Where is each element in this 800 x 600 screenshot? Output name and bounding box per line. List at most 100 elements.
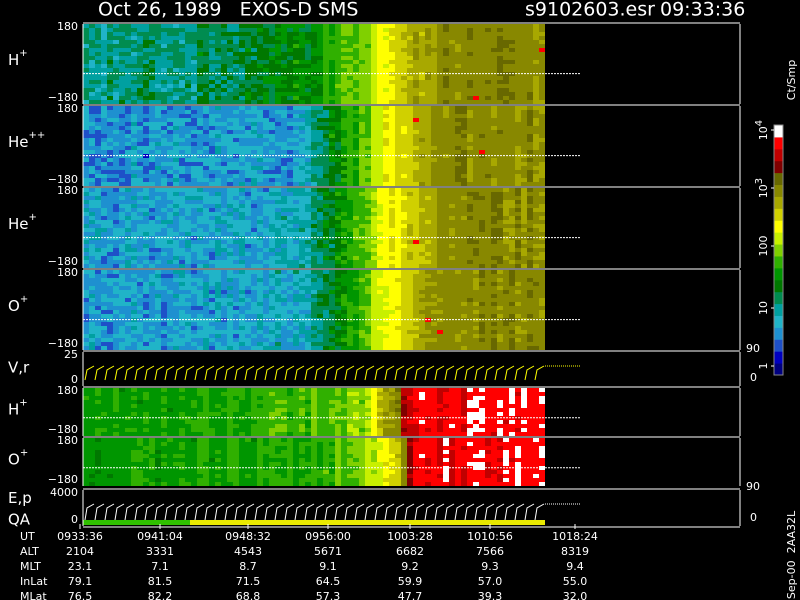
spectrogram-cell (173, 24, 179, 28)
spectrogram-cell (395, 76, 401, 80)
spectrogram-cell (263, 100, 269, 104)
spectrogram-cell (335, 240, 341, 244)
spectrogram-cell (311, 68, 317, 72)
spectrogram-cell (491, 110, 497, 114)
spectrogram-cell (539, 44, 545, 48)
spectrogram-cell (299, 244, 305, 248)
spectrogram-cell (539, 88, 545, 92)
spectrogram-cell (83, 166, 89, 170)
spectrogram-cell (437, 220, 443, 224)
spectrogram-cell (179, 224, 185, 228)
spectrogram-cell (431, 208, 437, 212)
spectrogram-cell (173, 270, 179, 274)
spectrogram-cell (329, 200, 335, 204)
spectrogram-cell (239, 56, 245, 60)
spectrogram-cell (197, 208, 203, 212)
spectrogram-cell (125, 142, 131, 146)
spectrogram-cell (89, 142, 95, 146)
spectrogram-cell (125, 84, 131, 88)
spectrogram-cell (119, 228, 125, 232)
spectrogram-cell (461, 150, 467, 154)
spectrogram-cell (89, 302, 95, 306)
spectrogram-cell (341, 208, 347, 212)
spectrogram-cell (113, 188, 119, 192)
spectrogram-cell (275, 130, 281, 134)
spectrogram-cell (461, 122, 467, 126)
spectrogram-cell (287, 146, 293, 150)
spectrogram-cell (263, 64, 269, 68)
spectrogram-cell (455, 24, 461, 28)
spectrogram-cell (503, 150, 509, 154)
spectrogram-cell (161, 322, 167, 326)
spectrogram-cell (389, 200, 395, 204)
spectrogram-cell (479, 150, 485, 154)
spectrogram-cell (413, 158, 419, 162)
spectrogram-cell (359, 138, 365, 142)
spectrogram-cell (125, 290, 131, 294)
spectrogram-cell (83, 162, 89, 166)
spectrogram-cell (515, 192, 521, 196)
spectrogram-cell (167, 114, 173, 118)
spectrogram-cell (401, 88, 407, 92)
spectrogram-cell (521, 84, 527, 88)
spectrogram-cell (383, 188, 389, 192)
spectrogram-cell (239, 138, 245, 142)
spectrogram-cell (437, 256, 443, 260)
spectrogram-cell (119, 302, 125, 306)
spectrogram-cell (437, 196, 443, 200)
spectrogram-cell (371, 252, 377, 256)
spectrogram-cell (413, 146, 419, 150)
spectrogram-cell (257, 162, 263, 166)
spectrogram-cell (203, 170, 209, 174)
spectrogram-cell (101, 204, 107, 208)
spectrogram-cell (107, 220, 113, 224)
spectrogram-cell (161, 114, 167, 118)
spectrogram-cell (137, 228, 143, 232)
spectrogram-cell (179, 96, 185, 100)
spectrogram-cell (497, 204, 503, 208)
spectrogram-cell (95, 174, 101, 178)
spectrogram-cell (161, 200, 167, 204)
spectrogram-cell (521, 64, 527, 68)
spectrogram-cell (533, 228, 539, 232)
spectrogram-cell (89, 322, 95, 326)
spectrogram-cell (299, 216, 305, 220)
spectrogram-cell (257, 232, 263, 236)
spectrogram-cell (239, 166, 245, 170)
spectrogram-cell (389, 110, 395, 114)
spectrogram-cell (167, 346, 173, 350)
spectrogram-cell (161, 64, 167, 68)
spectrogram-cell (449, 142, 455, 146)
spectrogram-cell (479, 138, 485, 142)
spectrogram-cell (515, 170, 521, 174)
spectrogram-cell (341, 212, 347, 216)
spectrogram-cell (443, 130, 449, 134)
spectrogram-cell (221, 166, 227, 170)
spectrogram-cell (179, 32, 185, 36)
spectrogram-cell (83, 118, 89, 122)
spectrogram-cell (527, 118, 533, 122)
spectrogram-cell (383, 110, 389, 114)
spectrogram-cell (287, 118, 293, 122)
spectrogram-cell (335, 188, 341, 192)
spectrogram-cell (155, 342, 161, 346)
spectrogram-cell (521, 248, 527, 252)
spectrogram-cell (509, 44, 515, 48)
spectrogram-cell (89, 228, 95, 232)
spectrogram-cell (83, 96, 89, 100)
spectrogram-cell (167, 60, 173, 64)
spectrogram-cell (437, 138, 443, 142)
spectrogram-cell (125, 96, 131, 100)
spectrogram-cell (131, 122, 137, 126)
spectrogram-cell (377, 40, 383, 44)
spectrogram-cell (113, 240, 119, 244)
spectrogram-cell (251, 92, 257, 96)
spectrogram-cell (131, 134, 137, 138)
spectrogram-cell (113, 330, 119, 334)
spectrogram-cell (155, 122, 161, 126)
spectrogram-cell (341, 162, 347, 166)
spectrogram-cell (365, 260, 371, 264)
spectrogram-cell (377, 92, 383, 96)
spectrogram-cell (161, 44, 167, 48)
spectrogram-cell (509, 28, 515, 32)
